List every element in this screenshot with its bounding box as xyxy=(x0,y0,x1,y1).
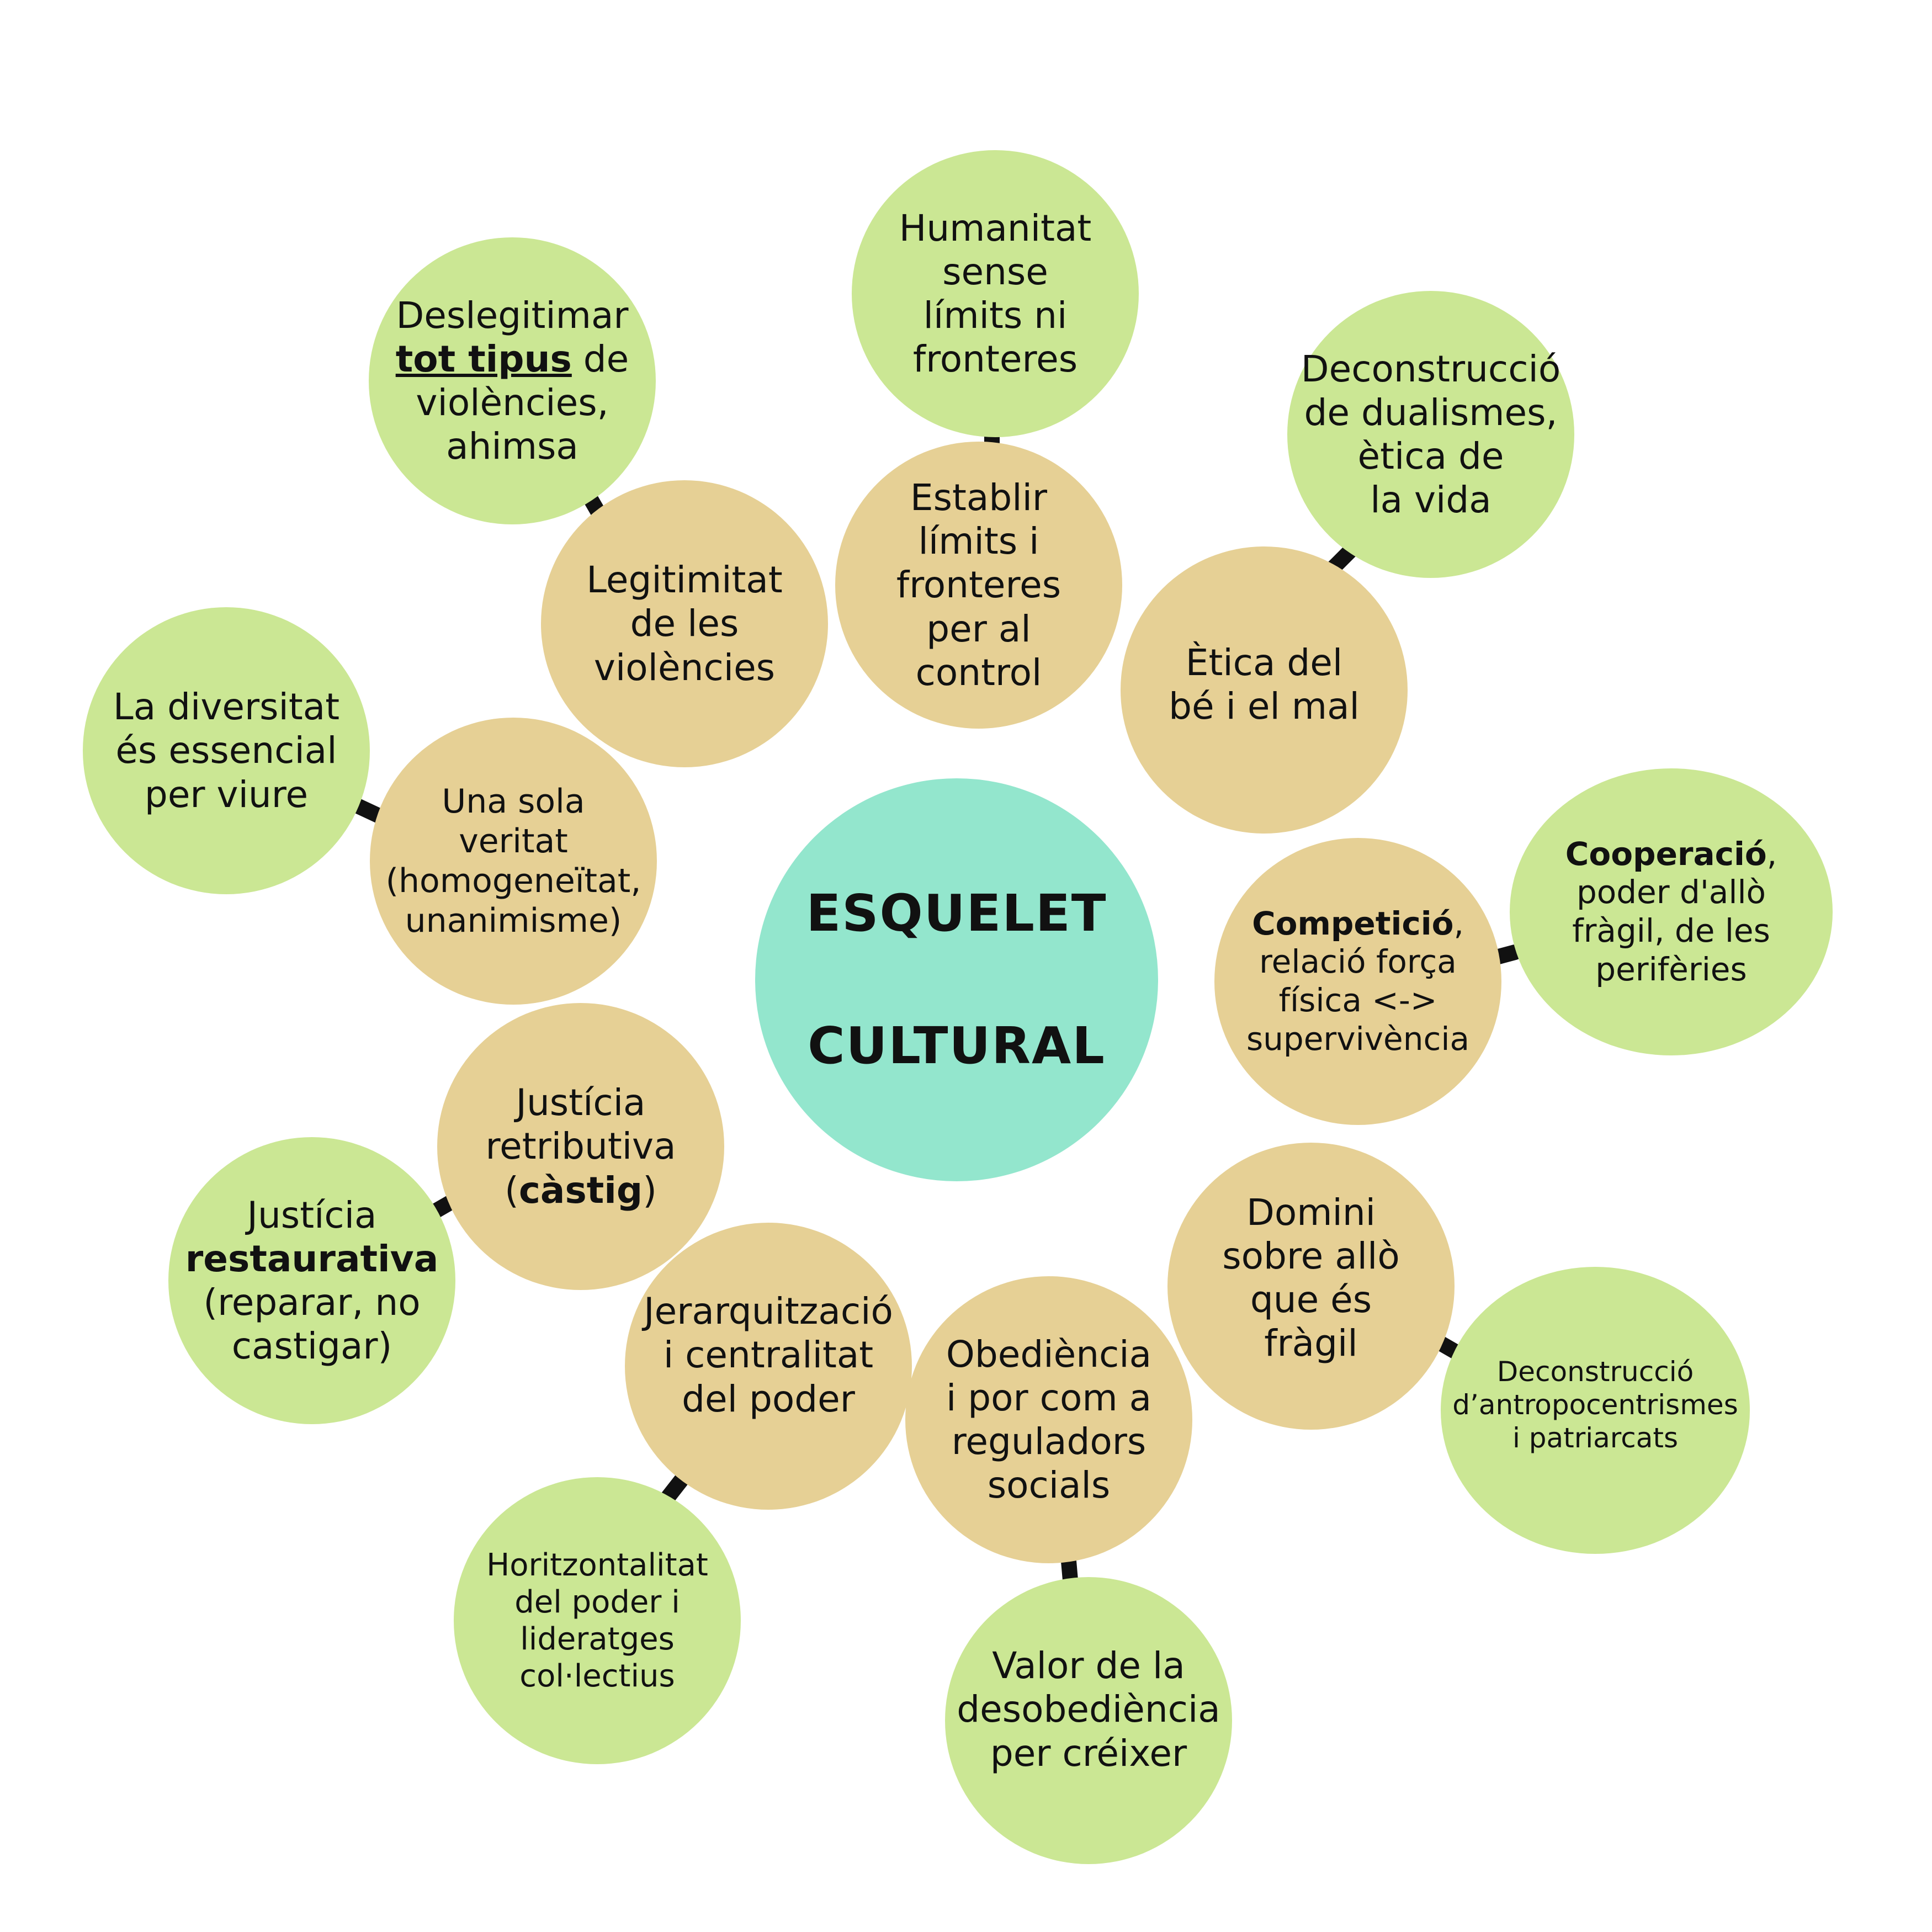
text-line: ahimsa xyxy=(446,425,578,468)
text-line: fronteres xyxy=(896,564,1061,607)
emphasis-text: tot tipus xyxy=(395,337,572,380)
text-line: Deslegitimar xyxy=(396,294,629,337)
text-line: Domini xyxy=(1246,1191,1376,1234)
text-line: reguladors xyxy=(951,1420,1147,1463)
text-line: per al xyxy=(926,607,1031,650)
text-line: Humanitat xyxy=(899,206,1092,250)
text-line: tot tipus de xyxy=(396,337,629,381)
text-fragment: de xyxy=(571,337,629,380)
text-line: violències xyxy=(593,646,776,689)
text-line: supervivència xyxy=(1246,1020,1470,1058)
text-line: Deconstrucció xyxy=(1496,1356,1694,1388)
node-domini-fragil: Domini sobre allò que és fràgil xyxy=(1167,1143,1455,1430)
node-justicia-retributiva: Justícia retributiva (càstig) xyxy=(437,1003,724,1290)
text-line: límits ni xyxy=(923,294,1068,337)
text-line: Justícia xyxy=(247,1193,377,1236)
text-fragment: , xyxy=(1453,904,1464,942)
text-line: fronteres xyxy=(912,338,1078,381)
text-line: sobre allò xyxy=(1222,1234,1400,1277)
node-justicia-restaurativa: Justícia restaurativa (reparar, no casti… xyxy=(168,1137,455,1424)
text-line: desobediència xyxy=(957,1688,1220,1731)
node-legitimitat-violencies: Legitimitat de les violències xyxy=(541,480,828,767)
text-fragment: ) xyxy=(643,1169,657,1212)
text-line: Establir xyxy=(910,476,1048,519)
text-line: Justícia xyxy=(516,1081,646,1124)
text-line: del poder xyxy=(682,1377,855,1420)
text-line: poder d'allò xyxy=(1576,873,1766,911)
text-line: d’antropocentrismes xyxy=(1452,1389,1738,1421)
node-competicio: Competició, relació força física <-> sup… xyxy=(1214,838,1501,1125)
node-diversitat-essencial: La diversitat és essencial per viure xyxy=(83,607,370,894)
emphasis-text: càstig xyxy=(518,1169,643,1212)
text-line: la vida xyxy=(1370,479,1492,522)
text-line: La diversitat xyxy=(113,686,340,729)
text-line: de les xyxy=(630,602,739,645)
text-line: que és xyxy=(1250,1278,1372,1321)
node-establir-limits: Establir límits i fronteres per al contr… xyxy=(835,442,1122,729)
text-line: Ètica del xyxy=(1185,641,1343,684)
node-jerarquitzacio: Jerarquització i centralitat del poder xyxy=(625,1223,912,1510)
center-title-line-2: CULTURAL xyxy=(808,1016,1106,1075)
text-line: (reparar, no xyxy=(203,1281,421,1324)
text-line: límits i xyxy=(918,520,1039,563)
text-line: retributiva xyxy=(485,1125,676,1168)
text-line: i patriarcats xyxy=(1512,1422,1679,1454)
text-line: Valor de la xyxy=(992,1644,1185,1687)
text-line: bé i el mal xyxy=(1169,685,1360,728)
node-valor-desobediencia: Valor de la desobediència per créixer xyxy=(945,1577,1232,1864)
emphasis-text: Cooperació xyxy=(1565,835,1767,873)
text-line: per viure xyxy=(144,773,309,816)
text-line: fràgil, de les xyxy=(1572,912,1770,949)
text-line: sense xyxy=(942,250,1048,293)
text-line: unanimisme) xyxy=(405,901,622,940)
text-line: perifèries xyxy=(1595,950,1747,988)
text-line: Una sola xyxy=(442,782,585,821)
node-etica-be-mal: Ètica del bé i el mal xyxy=(1121,546,1408,834)
text-line: Deconstrucció xyxy=(1301,347,1561,390)
text-line: relació força xyxy=(1259,943,1457,981)
text-fragment: ( xyxy=(505,1169,519,1212)
text-line: lideratges xyxy=(520,1621,675,1657)
text-line: Competició, xyxy=(1246,905,1469,943)
text-line: i por com a xyxy=(946,1376,1152,1419)
node-deslegitimar-violencies: Deslegitimar tot tipus de violències, ah… xyxy=(369,237,656,524)
node-deconstruccio-antropocentrismes: Deconstrucció d’antropocentrismes i patr… xyxy=(1441,1267,1750,1554)
node-horitzontalitat: Horitzontalitat del poder i lideratges c… xyxy=(454,1477,741,1764)
text-line: Horitzontalitat xyxy=(486,1547,708,1583)
text-line: Jerarquització xyxy=(644,1290,893,1333)
text-line: castigar) xyxy=(231,1325,392,1368)
text-line: i centralitat xyxy=(663,1334,874,1377)
text-line: fràgil xyxy=(1264,1322,1358,1365)
text-line: per créixer xyxy=(990,1732,1187,1775)
text-line: (homogeneïtat, xyxy=(385,862,641,900)
text-line: control xyxy=(915,651,1042,694)
text-line: Cooperació, xyxy=(1565,835,1777,874)
text-line: és essencial xyxy=(115,729,337,772)
text-line: del poder i xyxy=(514,1584,680,1620)
text-line: col·lectius xyxy=(519,1658,675,1695)
emphasis-text: restaurativa xyxy=(185,1237,439,1280)
text-line: física <-> xyxy=(1278,981,1437,1019)
text-fragment: , xyxy=(1766,835,1777,873)
node-cooperacio: Cooperació, poder d'allò fràgil, de les … xyxy=(1510,768,1833,1055)
node-una-sola-veritat: Una sola veritat (homogeneïtat, unanimis… xyxy=(370,718,657,1005)
node-deconstruccio-dualismes: Deconstrucció de dualismes, ètica de la … xyxy=(1287,291,1574,578)
text-line: Obediència xyxy=(946,1333,1152,1376)
text-line: socials xyxy=(987,1464,1111,1507)
node-obediencia-por: Obediència i por com a reguladors social… xyxy=(905,1276,1192,1563)
node-humanitat-sense-limits: Humanitat sense límits ni fronteres xyxy=(852,150,1139,437)
text-line: de dualismes, xyxy=(1304,391,1558,434)
text-line: Legitimitat xyxy=(586,559,783,602)
text-line: (càstig) xyxy=(485,1169,676,1212)
text-line: ètica de xyxy=(1357,435,1504,477)
text-line: violències, xyxy=(416,381,609,424)
center-node: ESQUELET CULTURAL xyxy=(755,778,1158,1181)
text-line: veritat xyxy=(459,822,568,861)
emphasis-text: Competició xyxy=(1252,904,1454,942)
center-title-line-1: ESQUELET xyxy=(806,883,1107,943)
